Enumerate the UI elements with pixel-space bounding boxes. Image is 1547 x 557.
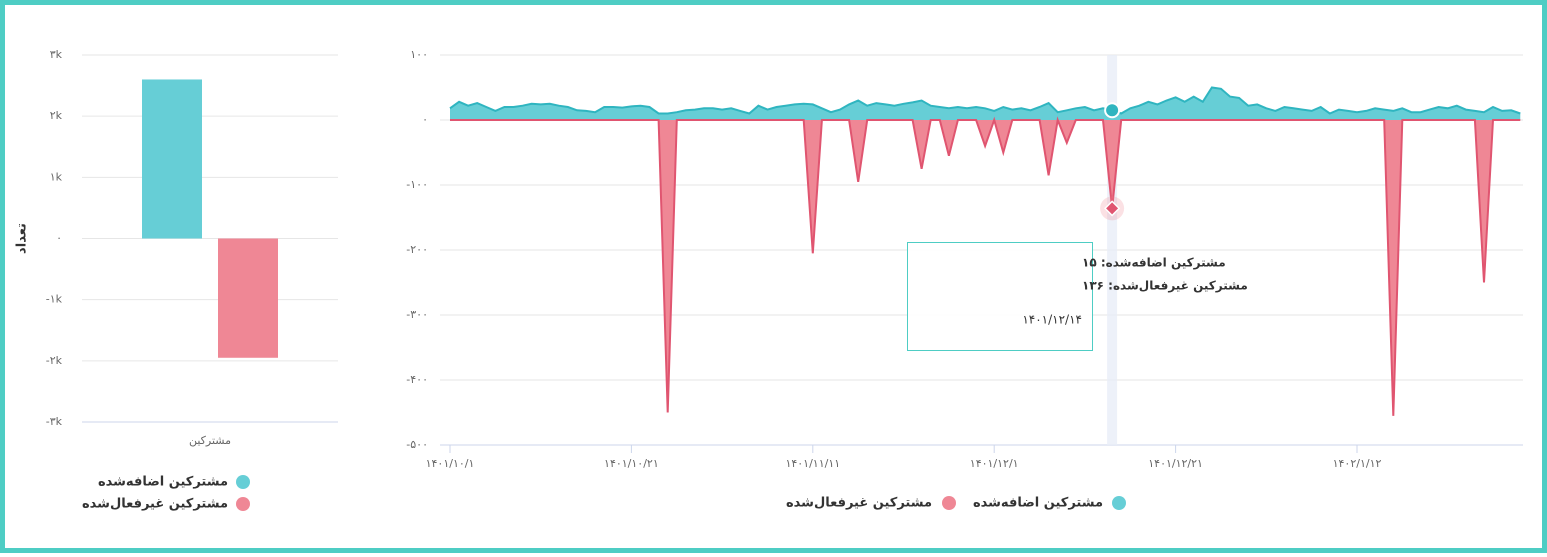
y-tick-label: -۲۰۰ bbox=[406, 243, 428, 256]
y-tick-label: ۱۰۰ bbox=[410, 48, 428, 61]
y-axis-title: تعداد bbox=[15, 223, 30, 254]
tooltip-line: مشترکین غیرفعال‌شده: ۱۳۶ bbox=[1082, 279, 1248, 293]
y-tick-label: -۱k bbox=[46, 293, 63, 306]
y-tick-label: -۴۰۰ bbox=[406, 373, 428, 386]
x-tick-label: ۱۴۰۱/۱۲/۲۱ bbox=[1148, 457, 1203, 470]
x-tick-label: ۱۴۰۱/۱۰/۲۱ bbox=[604, 457, 659, 470]
x-tick-label: ۱۴۰۱/۱۱/۱۱ bbox=[785, 457, 840, 470]
x-tick-label: ۱۴۰۲/۱/۱۲ bbox=[1333, 457, 1382, 470]
legend-marker[interactable] bbox=[236, 475, 250, 489]
y-tick-label: ۰ bbox=[422, 113, 428, 126]
hover-band bbox=[1107, 55, 1118, 445]
y-tick-label: -۲k bbox=[46, 354, 63, 367]
y-tick-label: -۱۰۰ bbox=[406, 178, 428, 191]
bar bbox=[218, 238, 278, 358]
legend-label[interactable]: مشترکین غیرفعال‌شده bbox=[82, 497, 228, 512]
x-tick-label: ۱۴۰۱/۱۲/۱ bbox=[970, 457, 1019, 470]
tooltip-box bbox=[907, 242, 1093, 351]
tooltip-line: مشترکین اضافه‌شده: ۱۵ bbox=[1082, 256, 1226, 270]
hover-marker bbox=[1104, 102, 1121, 119]
legend-label[interactable]: مشترکین اضافه‌شده bbox=[973, 496, 1103, 511]
y-tick-label: ۲k bbox=[50, 109, 63, 122]
line bbox=[449, 86, 1521, 115]
y-tick-label: -۳k bbox=[46, 415, 63, 428]
y-tick-label: ۱k bbox=[50, 170, 63, 183]
line bbox=[450, 116, 1521, 416]
x-tick-label: مشترکین bbox=[189, 434, 231, 447]
bar bbox=[142, 79, 202, 239]
y-tick-label: -۵۰۰ bbox=[406, 438, 428, 451]
area bbox=[450, 87, 1521, 120]
legend-label[interactable]: مشترکین اضافه‌شده bbox=[98, 475, 228, 490]
legend-marker[interactable] bbox=[236, 497, 250, 511]
legend-marker[interactable] bbox=[942, 496, 956, 510]
y-tick-label: -۳۰۰ bbox=[406, 308, 428, 321]
hover-marker bbox=[1104, 200, 1121, 217]
y-tick-label: ۳k bbox=[50, 48, 63, 61]
tooltip-date: ۱۴۰۱/۱۲/۱۴ bbox=[1022, 313, 1082, 327]
x-tick-label: ۱۴۰۱/۱۰/۱ bbox=[426, 457, 475, 470]
legend-label[interactable]: مشترکین غیرفعال‌شده bbox=[786, 496, 932, 511]
legend-marker[interactable] bbox=[1112, 496, 1126, 510]
y-tick-label: ۰ bbox=[56, 232, 62, 245]
